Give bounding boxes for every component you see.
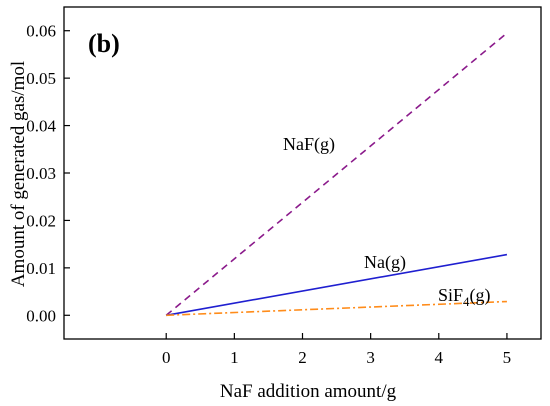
series-labels: NaF(g) Na(g) SiF4(g) (283, 134, 491, 309)
naf-series-line (165, 32, 508, 316)
x-axis: 0 1 2 3 4 5 (162, 333, 511, 367)
na-series-line (166, 253, 508, 317)
naf-series-label: NaF(g) (283, 134, 335, 155)
panel-label: (b) (88, 29, 120, 58)
na-series-label: Na(g) (364, 252, 406, 273)
y-tick-label: 0.06 (26, 22, 56, 41)
sif4-series-label: SiF4(g) (438, 285, 491, 309)
x-tick-label: 2 (298, 348, 307, 367)
y-axis-title: Amount of generated gas/mol (8, 61, 29, 287)
y-tick-label: 0.05 (26, 69, 56, 88)
sif4-series-line (166, 300, 507, 317)
x-axis-title: NaF addition amount/g (220, 381, 397, 402)
x-tick-label: 5 (503, 348, 512, 367)
x-tick-label: 4 (435, 348, 444, 367)
y-axis: 0.00 0.01 0.02 0.03 0.04 0.05 0.06 (26, 22, 70, 325)
x-tick-label: 1 (230, 348, 239, 367)
x-tick-label: 3 (366, 348, 375, 367)
y-tick-label: 0.04 (26, 117, 56, 136)
y-tick-label: 0.02 (26, 211, 56, 230)
y-tick-label: 0.01 (26, 259, 56, 278)
y-tick-label: 0.03 (26, 164, 56, 183)
series-layer (165, 32, 508, 317)
x-tick-label: 0 (162, 348, 171, 367)
y-tick-label: 0.00 (26, 306, 56, 325)
